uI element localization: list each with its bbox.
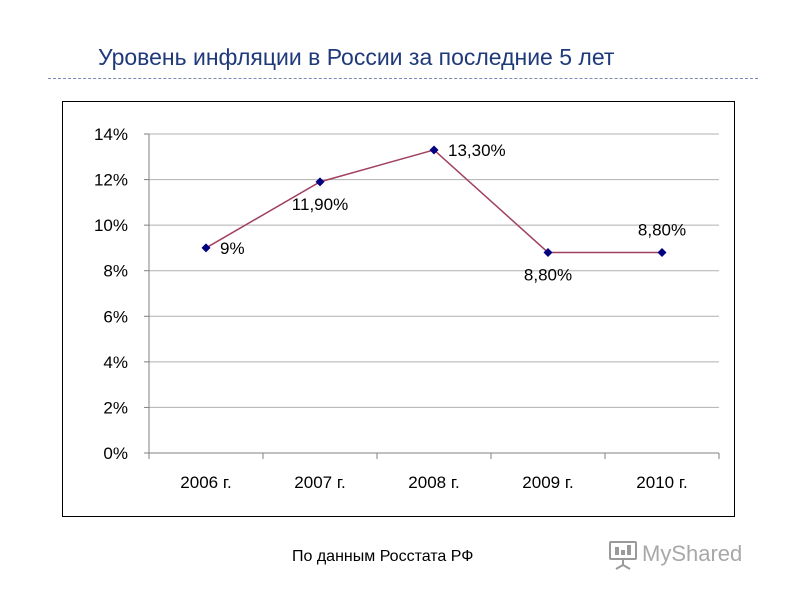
myshared-watermark: MyShared (606, 538, 766, 572)
data-point-marker (543, 247, 553, 257)
inflation-line-chart: 0% 2% 4% 6% 8% 10% 12% 14% 2006 г. 2007 г. 2008 г.… (94, 125, 720, 492)
x-tick-label: 2010 г. (636, 473, 687, 492)
y-tick-label: 14% (94, 125, 128, 144)
y-tick-label: 2% (103, 398, 128, 417)
x-tick-label: 2009 г. (522, 473, 573, 492)
data-label: 11,90% (292, 195, 348, 214)
y-tick-label: 8% (103, 262, 128, 281)
data-point-marker (201, 243, 211, 253)
projector-screen-icon (609, 541, 637, 570)
y-tick-label: 0% (103, 444, 128, 463)
y-tick-label: 6% (103, 307, 128, 326)
data-label: 9% (220, 239, 245, 258)
data-point-marker (657, 247, 667, 257)
x-tick-label: 2006 г. (180, 473, 231, 492)
x-tick-label: 2007 г. (294, 473, 345, 492)
y-tick-label: 12% (94, 171, 128, 190)
slide-title: Уровень инфляции в России за последние 5… (98, 44, 615, 70)
data-label: 8,80% (524, 265, 572, 284)
y-tick-label: 4% (103, 353, 128, 372)
y-tick-label: 10% (94, 216, 128, 235)
data-point-marker (429, 145, 439, 155)
title-divider (48, 78, 758, 79)
x-tick-label: 2008 г. (408, 473, 459, 492)
watermark-text: MyShared (642, 541, 742, 566)
chart-frame: 0% 2% 4% 6% 8% 10% 12% 14% 2006 г. 2007 г. 2008 г.… (62, 101, 735, 517)
source-note: По данным Росстата РФ (292, 548, 474, 565)
data-label: 13,30% (448, 141, 506, 160)
data-point-marker (315, 177, 325, 187)
inflation-series-line (205, 149, 662, 254)
data-label: 8,80% (638, 220, 686, 239)
